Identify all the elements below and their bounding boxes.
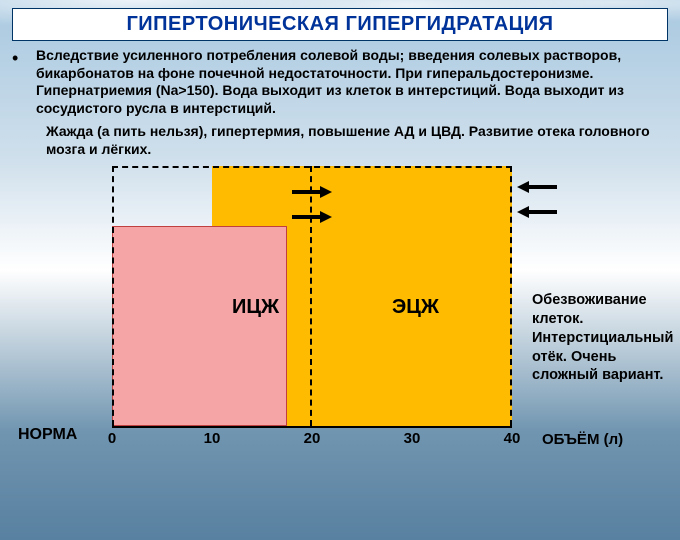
tick-label: 30: [404, 430, 421, 447]
tick-label: 0: [108, 430, 116, 447]
x-axis: [112, 426, 512, 428]
icz-label: ИЦЖ: [232, 296, 279, 319]
paragraph-1-row: • Вследствие усиленного потребления соле…: [12, 47, 668, 117]
bullet-icon: •: [12, 47, 26, 117]
tick-label: 40: [504, 430, 521, 447]
tick-label: 10: [204, 430, 221, 447]
paragraph-2: Жажда (а пить нельзя), гипертермия, повы…: [46, 123, 668, 158]
arrow-icon: [292, 211, 332, 223]
norma-label: НОРМА: [18, 426, 77, 444]
tick-label: 20: [304, 430, 321, 447]
page-title: ГИПЕРТОНИЧЕСКАЯ ГИПЕРГИДРАТАЦИЯ: [21, 13, 659, 36]
slide-content: ГИПЕРТОНИЧЕСКАЯ ГИПЕРГИДРАТАЦИЯ • Вследс…: [0, 0, 680, 540]
dashed-border-outer: [112, 166, 512, 426]
chart-area: ИЦЖ ЭЦЖ: [112, 166, 512, 426]
dashed-border-inner: [310, 166, 312, 426]
arrow-icon: [517, 206, 557, 218]
diagram: ИЦЖ ЭЦЖ 0 10 20 30 40 НОРМА ОБЪЁМ (л) Об…: [12, 166, 668, 456]
side-annotation: Обезвоживание клеток. Интерстициальный о…: [532, 291, 680, 385]
arrow-icon: [517, 181, 557, 193]
volume-axis-label: ОБЪЁМ (л): [542, 431, 623, 448]
ecz-label: ЭЦЖ: [392, 296, 439, 319]
arrow-icon: [292, 186, 332, 198]
paragraph-1: Вследствие усиленного потребления солево…: [36, 47, 668, 117]
title-box: ГИПЕРТОНИЧЕСКАЯ ГИПЕРГИДРАТАЦИЯ: [12, 8, 668, 41]
paragraph-2-row: Жажда (а пить нельзя), гипертермия, повы…: [12, 123, 668, 158]
